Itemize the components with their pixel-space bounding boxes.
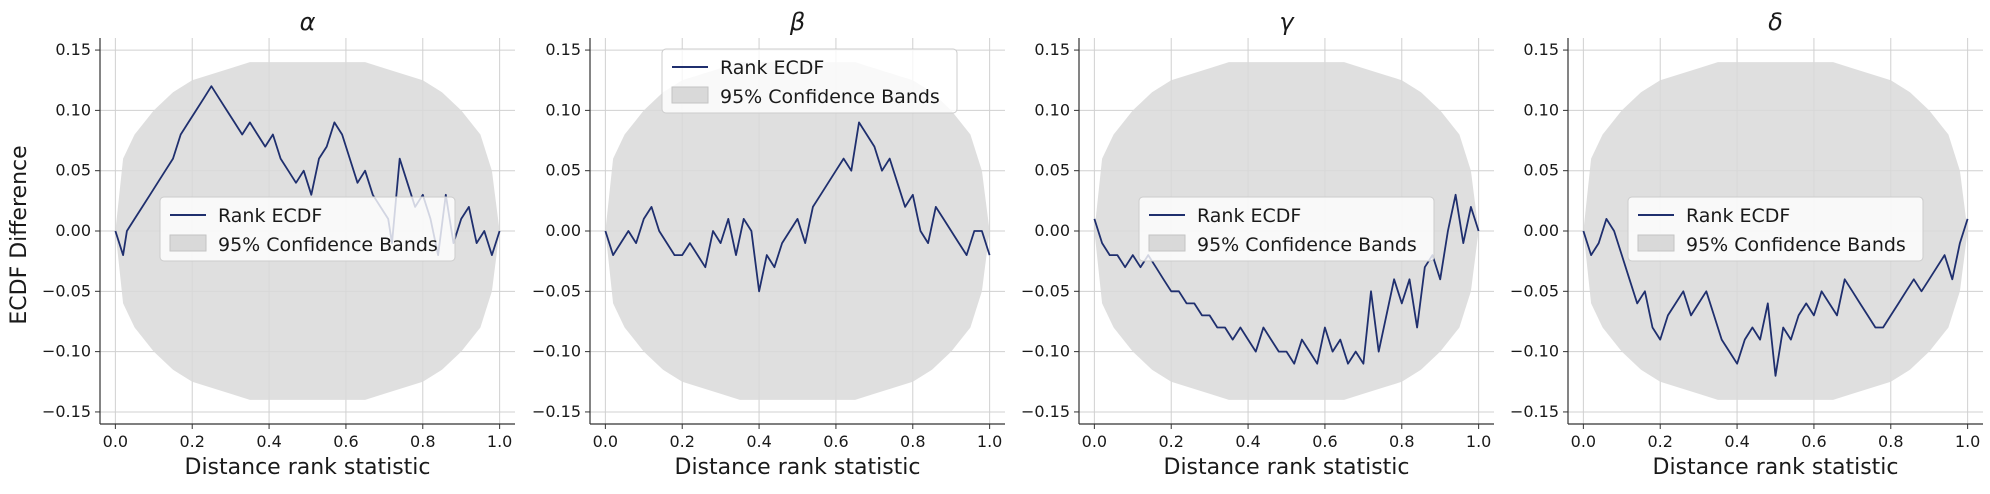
- legend-box: [1627, 196, 1924, 262]
- legend-label-confidence-bands: 95% Confidence Bands: [218, 234, 438, 256]
- x-tick-label: 0.8: [1878, 432, 1903, 451]
- panel-title: α: [300, 8, 316, 36]
- y-tick-label: 0.15: [55, 40, 91, 59]
- y-tick-label: 0.10: [55, 100, 91, 119]
- y-tick-label: 0.15: [1034, 40, 1070, 59]
- x-axis-label: Distance rank statistic: [1653, 455, 1899, 480]
- rank-ecdf-line: [1582, 217, 1969, 377]
- x-tick-label: 0.4: [746, 432, 771, 451]
- x-tick-label: 0.6: [333, 432, 358, 451]
- legend-band-swatch: [1148, 234, 1186, 252]
- y-tick-label: −0.10: [1021, 342, 1070, 361]
- y-tick-label: −0.05: [1510, 281, 1559, 300]
- x-tick-label: 0.2: [179, 432, 204, 451]
- y-tick-label: 0.05: [55, 161, 91, 180]
- y-tick-label: −0.10: [42, 342, 91, 361]
- legend-label-confidence-bands: 95% Confidence Bands: [1686, 234, 1906, 256]
- y-tick-label: 0.00: [1034, 221, 1070, 240]
- legend: Rank ECDF 95% Confidence Bands: [661, 48, 958, 114]
- x-tick-label: 0.4: [256, 432, 281, 451]
- x-tick-label: 1.0: [487, 432, 512, 451]
- x-tick-label: 0.2: [669, 432, 694, 451]
- y-tick-label: 0.15: [545, 40, 581, 59]
- y-tick-label: 0.00: [545, 221, 581, 240]
- panel-title: δ: [1768, 8, 1783, 36]
- y-tick-label: 0.10: [1523, 100, 1559, 119]
- y-tick-label: 0.10: [545, 100, 581, 119]
- y-tick-label: 0.00: [55, 221, 91, 240]
- chart-panel-1: −0.15 −0.10 −0.05 0.00 0.05 0.10 0.15 0.0 0.2 0.4…: [42, 8, 515, 480]
- x-axis-label: Distance rank statistic: [185, 455, 431, 480]
- panel-title: γ: [1279, 8, 1295, 36]
- legend-box: [1138, 196, 1435, 262]
- y-tick-label: −0.15: [1021, 402, 1070, 421]
- x-axis-label: Distance rank statistic: [675, 455, 921, 480]
- x-tick-label: 0.8: [1389, 432, 1414, 451]
- x-tick-label: 1.0: [1955, 432, 1980, 451]
- y-tick-label: −0.05: [42, 281, 91, 300]
- x-tick-label: 0.0: [103, 432, 128, 451]
- y-tick-label: −0.05: [1021, 281, 1070, 300]
- x-tick-label: 0.6: [1801, 432, 1826, 451]
- y-tick-label: 0.00: [1523, 221, 1559, 240]
- confidence-band: [605, 62, 990, 400]
- x-tick-label: 0.6: [823, 432, 848, 451]
- x-tick-label: 0.0: [1082, 432, 1107, 451]
- chart-panel-3: −0.15 −0.10 −0.05 0.00 0.05 0.10 0.15 0.0 0.2 0.4…: [1021, 8, 1494, 480]
- legend: Rank ECDF 95% Confidence Bands: [1627, 196, 1924, 262]
- x-axis-label: Distance rank statistic: [1164, 455, 1410, 480]
- legend-label-confidence-bands: 95% Confidence Bands: [720, 86, 940, 108]
- y-tick-label: 0.05: [545, 161, 581, 180]
- x-tick-label: 0.4: [1235, 432, 1260, 451]
- y-tick-label: 0.15: [1523, 40, 1559, 59]
- x-tick-label: 1.0: [977, 432, 1002, 451]
- x-tick-label: 0.0: [1571, 432, 1596, 451]
- legend-label-rank-ecdf: Rank ECDF: [218, 205, 322, 227]
- y-tick-label: −0.15: [532, 402, 581, 421]
- rank-ecdf-line: [604, 121, 991, 293]
- chart-panel-4: −0.15 −0.10 −0.05 0.00 0.05 0.10 0.15 0.0 0.2 0.4…: [1510, 8, 1983, 480]
- y-tick-label: −0.15: [42, 402, 91, 421]
- x-tick-label: 1.0: [1466, 432, 1491, 451]
- x-tick-label: 0.0: [593, 432, 618, 451]
- y-tick-label: 0.10: [1034, 100, 1070, 119]
- chart-panel-2: −0.15 −0.10 −0.05 0.00 0.05 0.10 0.15 0.0 0.2 0.4…: [532, 8, 1005, 480]
- rank-ecdf-line: [1093, 193, 1480, 365]
- x-tick-label: 0.2: [1158, 432, 1183, 451]
- legend-label-rank-ecdf: Rank ECDF: [1197, 205, 1301, 227]
- y-axis-label: ECDF Difference: [7, 145, 32, 324]
- legend-label-confidence-bands: 95% Confidence Bands: [1197, 234, 1417, 256]
- legend-box: [159, 196, 456, 262]
- legend-band-swatch: [169, 234, 207, 252]
- panel-title: β: [789, 8, 805, 36]
- x-tick-label: 0.2: [1647, 432, 1672, 451]
- legend: Rank ECDF 95% Confidence Bands: [159, 196, 456, 262]
- y-tick-label: −0.10: [532, 342, 581, 361]
- x-tick-label: 0.8: [900, 432, 925, 451]
- y-tick-label: 0.05: [1034, 161, 1070, 180]
- legend-label-rank-ecdf: Rank ECDF: [1686, 205, 1790, 227]
- y-tick-label: −0.10: [1510, 342, 1559, 361]
- x-tick-label: 0.8: [410, 432, 435, 451]
- legend-label-rank-ecdf: Rank ECDF: [720, 57, 824, 79]
- y-tick-label: −0.15: [1510, 402, 1559, 421]
- x-tick-label: 0.6: [1312, 432, 1337, 451]
- legend-box: [661, 48, 958, 114]
- legend: Rank ECDF 95% Confidence Bands: [1138, 196, 1435, 262]
- x-tick-label: 0.4: [1724, 432, 1749, 451]
- chart-panels: −0.15 −0.10 −0.05 0.00 0.05 0.10 0.15 0.0 0.2 0.4…: [42, 8, 1983, 480]
- y-tick-label: 0.05: [1523, 161, 1559, 180]
- legend-band-swatch: [1637, 234, 1675, 252]
- legend-band-swatch: [671, 86, 709, 104]
- y-tick-label: −0.05: [532, 281, 581, 300]
